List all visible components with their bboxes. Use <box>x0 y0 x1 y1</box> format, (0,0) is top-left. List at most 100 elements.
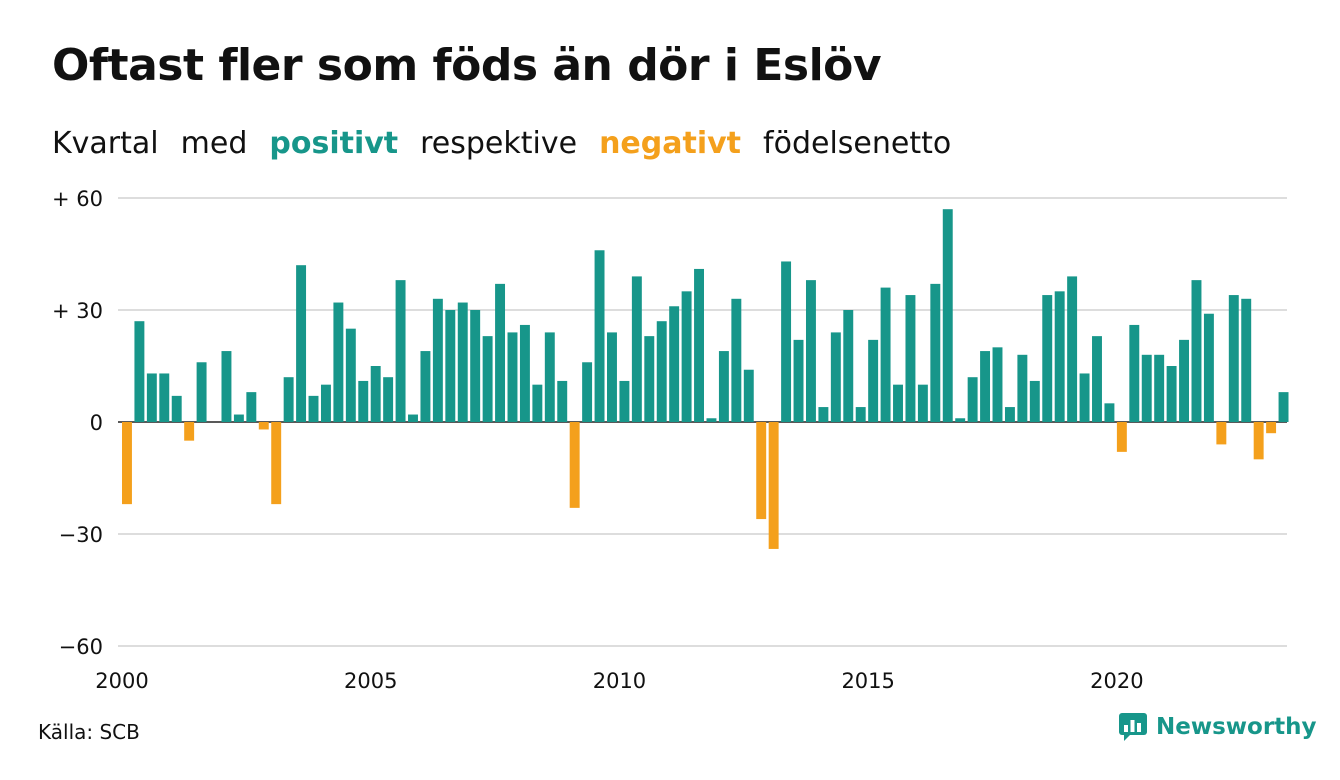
x-tick-label: 2020 <box>1090 669 1143 693</box>
bar-chart: + 60 + 30 0 −30 −60 2000 2005 2010 2015 2020 <box>52 187 1289 693</box>
bar <box>1253 422 1264 460</box>
subtitle-word-med: med <box>180 126 248 161</box>
bar <box>644 336 655 422</box>
bar <box>1116 422 1127 452</box>
bar <box>1179 339 1190 422</box>
bar <box>980 351 991 422</box>
bar <box>1092 336 1102 422</box>
bar <box>619 380 630 422</box>
y-tick-label: −60 <box>59 635 103 659</box>
bar <box>296 265 307 422</box>
y-axis: + 60 + 30 0 −30 −60 <box>52 187 103 659</box>
subtitle-positive: positivt <box>269 126 399 161</box>
bar <box>1067 276 1078 422</box>
bar <box>868 339 879 422</box>
bar <box>582 362 593 422</box>
bar <box>669 306 680 422</box>
bar <box>1228 295 1239 422</box>
bar <box>681 291 692 422</box>
bar <box>1029 380 1040 422</box>
bar <box>345 328 356 422</box>
bar <box>818 407 829 422</box>
bar <box>631 276 642 422</box>
bar <box>843 310 854 422</box>
bar <box>805 280 816 422</box>
bar <box>855 407 866 422</box>
source-label: Källa: SCB <box>38 720 140 744</box>
bar <box>569 422 580 508</box>
bar <box>781 261 792 422</box>
x-axis: 2000 2005 2010 2015 2020 <box>95 669 1143 693</box>
bar <box>756 422 767 520</box>
bar <box>134 321 145 422</box>
bar <box>880 287 891 422</box>
bar <box>495 283 506 422</box>
bar <box>308 395 319 422</box>
bar <box>706 418 717 422</box>
bar <box>594 250 605 422</box>
y-tick-label: + 30 <box>52 299 103 323</box>
bar <box>917 384 928 422</box>
subtitle-negative: negativt <box>599 126 742 161</box>
bar <box>830 332 841 422</box>
bar <box>1154 354 1165 422</box>
bar <box>184 422 195 441</box>
bar <box>159 373 170 422</box>
y-tick-label: + 60 <box>52 187 103 211</box>
bar <box>1278 392 1289 422</box>
bar <box>893 384 903 422</box>
bar <box>1241 298 1252 422</box>
bar <box>408 414 418 422</box>
bar <box>955 418 966 422</box>
bar <box>221 351 232 422</box>
bar <box>1042 295 1053 422</box>
bar <box>470 310 481 422</box>
bar <box>146 373 157 422</box>
subtitle-word-kvartal: Kvartal <box>52 126 159 161</box>
chart-subtitle: Kvartal med positivt respektive negativt föde… <box>52 126 973 161</box>
brand-name: Newsworthy <box>1156 714 1317 740</box>
bar <box>1203 313 1214 422</box>
bar <box>383 377 394 422</box>
bar <box>1141 354 1152 422</box>
bar <box>432 298 443 422</box>
bar <box>395 280 406 422</box>
bar <box>246 392 257 422</box>
bar <box>196 362 207 422</box>
bar <box>731 298 742 422</box>
subtitle-word-fodelsenetto: födelsenetto <box>763 126 952 161</box>
bar <box>743 369 754 422</box>
bar <box>557 380 568 422</box>
bar <box>1104 403 1115 422</box>
bar <box>258 422 269 430</box>
bar <box>519 324 530 422</box>
bar <box>942 209 953 422</box>
bar <box>271 422 282 505</box>
newsworthy-logo-icon <box>1119 713 1147 741</box>
bar <box>793 339 804 422</box>
bar <box>967 377 978 422</box>
bars <box>122 209 1289 549</box>
bar <box>1054 291 1065 422</box>
bar <box>445 310 456 422</box>
bar <box>507 332 518 422</box>
chart-title: Oftast fler som föds än dör i Eslöv <box>52 40 882 91</box>
bar <box>1191 280 1202 422</box>
y-tick-label: −30 <box>59 523 103 547</box>
bar <box>370 366 381 422</box>
bar <box>283 377 294 422</box>
bar <box>233 414 244 422</box>
bar <box>694 268 704 422</box>
bar <box>358 380 369 422</box>
x-tick-label: 2015 <box>841 669 894 693</box>
bar <box>1166 366 1177 422</box>
bar <box>1266 422 1277 434</box>
x-tick-label: 2000 <box>95 669 148 693</box>
x-tick-label: 2005 <box>344 669 397 693</box>
bar <box>333 302 344 422</box>
subtitle-word-respektive: respektive <box>420 126 578 161</box>
bar <box>1079 373 1090 422</box>
bar <box>992 347 1003 422</box>
bar <box>1129 324 1140 422</box>
bar <box>171 395 182 422</box>
